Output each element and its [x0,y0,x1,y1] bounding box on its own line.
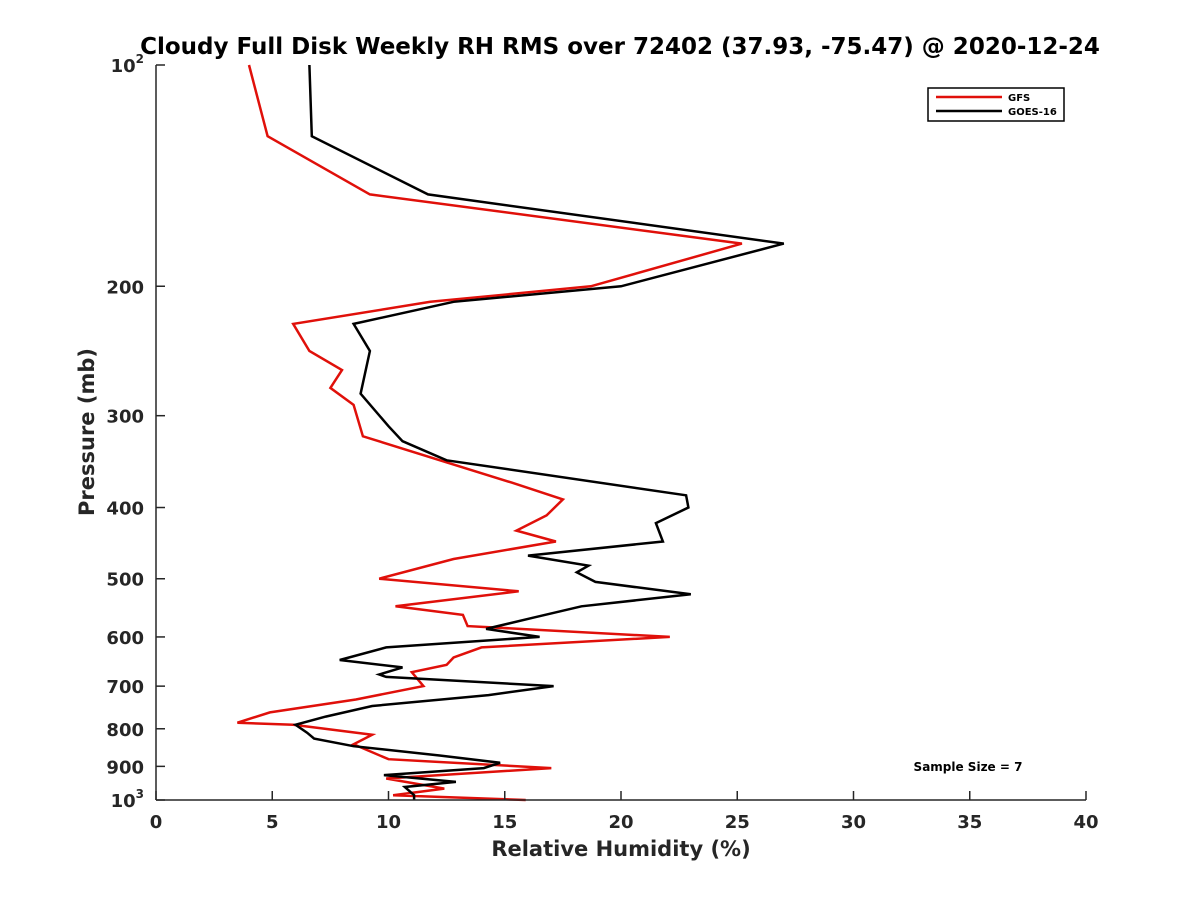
x-tick-label: 0 [150,812,163,833]
x-ticks: 0 5 10 15 20 25 30 35 40 [150,791,1099,833]
y-tick-label: 600 [106,628,144,649]
plot-axes [155,65,1086,801]
series-line-goes16 [292,64,785,800]
y-tick-label: 200 [106,277,144,298]
y-axis-label: Pressure (mb) [75,348,99,516]
x-tick-label: 10 [376,812,401,833]
legend-label-gfs: GFS [1008,93,1030,104]
x-tick-label: 40 [1073,812,1098,833]
legend-box [927,87,1065,122]
x-tick-label: 30 [841,812,866,833]
x-tick-label: 25 [725,812,750,833]
legend-label-goes16: GOES-16 [1008,107,1057,118]
y-ticks: 102 200 300 400 500 600 700 800 900 103 [106,52,165,812]
chart-title: Cloudy Full Disk Weekly RH RMS over 7240… [140,34,1100,60]
x-tick-label: 20 [608,812,633,833]
y-tick-label: 700 [106,677,144,698]
sample-size-annotation: Sample Size = 7 [914,760,1023,774]
y-tick-label: 102 [111,52,144,77]
y-tick-label: 300 [106,407,144,428]
series-line-gfs [237,64,743,802]
x-tick-label: 15 [492,812,517,833]
legend: GFS GOES-16 [927,87,1065,122]
plot-series-group [237,64,785,802]
y-tick-label: 103 [111,787,144,812]
x-tick-label: 35 [957,812,982,833]
y-tick-label: 800 [106,720,144,741]
y-tick-label: 400 [106,499,144,520]
y-tick-label: 500 [106,570,144,591]
x-axis-label: Relative Humidity (%) [491,837,750,861]
x-tick-label: 5 [266,812,279,833]
y-tick-label: 900 [106,757,144,778]
